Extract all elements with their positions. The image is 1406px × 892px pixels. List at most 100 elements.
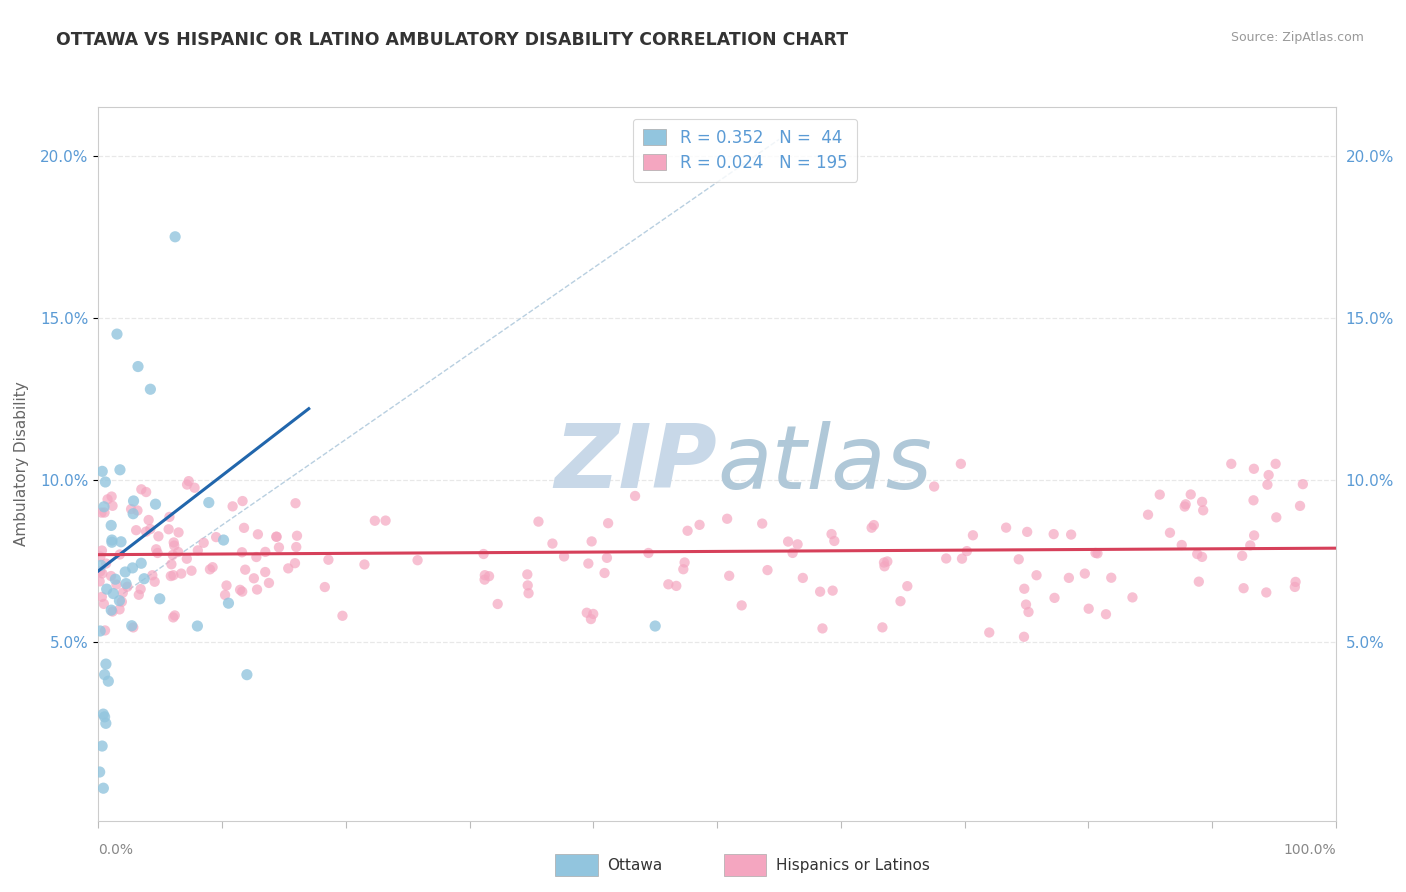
Point	[314, 580, 336, 594]
Point	[406, 553, 429, 567]
Point	[103, 586, 125, 600]
Point	[93, 710, 115, 724]
Point	[100, 603, 122, 617]
Point	[665, 579, 688, 593]
Point	[165, 229, 187, 244]
Point	[93, 667, 115, 681]
Point	[177, 474, 200, 488]
Legend: R = 0.352   N =  44, R = 0.024   N = 195: R = 0.352 N = 44, R = 0.024 N = 195	[633, 119, 858, 182]
Point	[1191, 549, 1213, 564]
Point	[231, 584, 253, 599]
Point	[233, 521, 256, 535]
Point	[89, 565, 111, 579]
Point	[1264, 457, 1286, 471]
Point	[673, 556, 696, 570]
Point	[198, 495, 221, 509]
Point	[1256, 477, 1278, 491]
Point	[100, 490, 122, 504]
Point	[676, 524, 699, 538]
Text: Source: ZipAtlas.com: Source: ZipAtlas.com	[1230, 31, 1364, 45]
Point	[1192, 503, 1215, 517]
Point	[167, 545, 190, 559]
Point	[111, 595, 134, 609]
Point	[129, 582, 152, 596]
Point	[364, 514, 387, 528]
Point	[135, 524, 157, 539]
Point	[1187, 547, 1209, 561]
Point	[1180, 487, 1202, 501]
Point	[145, 542, 167, 557]
Point	[198, 562, 221, 576]
Point	[872, 620, 894, 634]
Point	[956, 544, 979, 558]
Point	[1012, 630, 1035, 644]
Point	[93, 781, 115, 796]
Point	[285, 529, 308, 543]
Point	[97, 674, 120, 689]
Point	[353, 558, 375, 572]
Point	[110, 534, 132, 549]
Point	[1243, 493, 1265, 508]
Point	[127, 359, 149, 374]
Point	[122, 494, 145, 508]
Point	[104, 572, 127, 586]
Text: Hispanics or Latinos: Hispanics or Latinos	[776, 858, 929, 872]
Point	[778, 534, 800, 549]
Point	[139, 382, 162, 396]
Point	[91, 739, 114, 753]
Point	[284, 496, 307, 510]
Point	[254, 565, 277, 579]
Y-axis label: Ambulatory Disability: Ambulatory Disability	[14, 382, 30, 546]
Point	[1188, 574, 1211, 589]
Point	[96, 582, 118, 596]
Point	[90, 590, 112, 604]
Point	[167, 525, 190, 540]
Point	[516, 578, 538, 592]
Point	[125, 523, 148, 537]
Point	[246, 527, 269, 541]
Point	[284, 556, 307, 570]
Point	[108, 548, 131, 562]
Point	[143, 574, 166, 589]
Point	[1084, 546, 1107, 560]
Point	[162, 610, 184, 624]
Text: Ottawa: Ottawa	[607, 858, 662, 872]
Point	[90, 558, 112, 573]
Point	[1057, 571, 1080, 585]
Point	[962, 528, 984, 542]
Point	[212, 533, 235, 547]
Point	[145, 497, 167, 511]
Text: ZIP: ZIP	[554, 420, 717, 508]
Point	[217, 596, 239, 610]
Point	[1239, 538, 1261, 552]
Point	[214, 588, 236, 602]
Point	[91, 566, 114, 581]
Point	[949, 457, 972, 471]
Point	[115, 576, 138, 591]
Point	[163, 608, 186, 623]
Point	[138, 513, 160, 527]
Point	[141, 568, 163, 582]
Point	[94, 557, 117, 571]
Point	[122, 620, 145, 634]
Point	[1087, 546, 1109, 560]
Point	[105, 327, 128, 342]
Point	[1077, 601, 1099, 615]
Point	[93, 597, 115, 611]
Point	[245, 549, 267, 564]
Point	[1015, 598, 1038, 612]
Point	[1074, 566, 1097, 581]
Point	[657, 577, 679, 591]
Point	[111, 586, 134, 600]
Point	[1017, 524, 1039, 539]
Point	[517, 586, 540, 600]
Point	[94, 624, 117, 638]
Point	[1095, 607, 1118, 622]
Point	[979, 625, 1001, 640]
Point	[821, 583, 844, 598]
Point	[94, 716, 117, 731]
Point	[91, 707, 114, 722]
Text: OTTAWA VS HISPANIC OR LATINO AMBULATORY DISABILITY CORRELATION CHART: OTTAWA VS HISPANIC OR LATINO AMBULATORY …	[56, 31, 848, 49]
Point	[108, 602, 131, 616]
Point	[127, 503, 149, 517]
